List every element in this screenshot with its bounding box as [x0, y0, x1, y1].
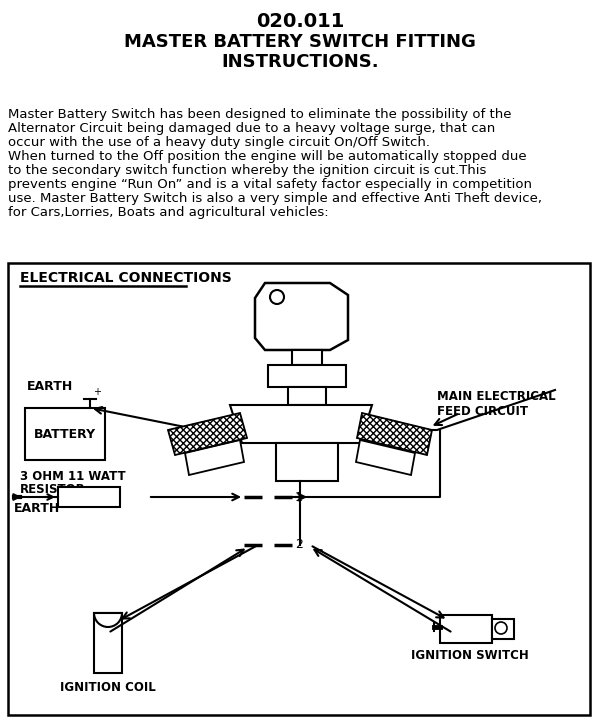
Text: When turned to the Off position the engine will be automatically stopped due: When turned to the Off position the engi…	[8, 150, 527, 163]
Text: +: +	[93, 387, 101, 397]
FancyBboxPatch shape	[58, 487, 120, 507]
FancyBboxPatch shape	[268, 365, 346, 387]
Text: 020.011: 020.011	[256, 12, 344, 31]
Text: occur with the use of a heavy duty single circuit On/Off Switch.: occur with the use of a heavy duty singl…	[8, 136, 430, 149]
Text: prevents engine “Run On” and is a vital safety factor especially in competition: prevents engine “Run On” and is a vital …	[8, 178, 532, 191]
Text: EARTH: EARTH	[14, 502, 60, 515]
Text: 2: 2	[295, 539, 303, 552]
Text: IGNITION COIL: IGNITION COIL	[60, 681, 156, 694]
Text: MAIN ELECTRICAL
FEED CIRCUIT: MAIN ELECTRICAL FEED CIRCUIT	[437, 390, 556, 418]
Text: MASTER BATTERY SWITCH FITTING: MASTER BATTERY SWITCH FITTING	[124, 33, 476, 51]
FancyBboxPatch shape	[492, 619, 514, 639]
Text: to the secondary switch function whereby the ignition circuit is cut.This: to the secondary switch function whereby…	[8, 164, 487, 177]
Circle shape	[270, 290, 284, 304]
Text: Master Battery Switch has been designed to eliminate the possibility of the: Master Battery Switch has been designed …	[8, 108, 511, 121]
Polygon shape	[230, 405, 372, 443]
Text: Alternator Circuit being damaged due to a heavy voltage surge, that can: Alternator Circuit being damaged due to …	[8, 122, 495, 135]
FancyBboxPatch shape	[288, 387, 326, 405]
Text: 1: 1	[295, 491, 303, 503]
Text: 3 OHM 11 WATT: 3 OHM 11 WATT	[20, 470, 125, 483]
Text: RESISTOR: RESISTOR	[20, 483, 86, 496]
Text: use. Master Battery Switch is also a very simple and effective Anti Theft device: use. Master Battery Switch is also a ver…	[8, 192, 542, 205]
Text: for Cars,Lorries, Boats and agricultural vehicles:: for Cars,Lorries, Boats and agricultural…	[8, 206, 329, 219]
Text: EARTH: EARTH	[27, 380, 73, 393]
Text: BATTERY: BATTERY	[34, 428, 96, 441]
FancyBboxPatch shape	[440, 615, 492, 643]
Polygon shape	[185, 440, 244, 475]
Text: ELECTRICAL CONNECTIONS: ELECTRICAL CONNECTIONS	[20, 271, 232, 285]
Polygon shape	[168, 413, 247, 455]
FancyBboxPatch shape	[8, 263, 590, 715]
Wedge shape	[94, 613, 122, 627]
FancyBboxPatch shape	[94, 613, 122, 673]
Text: INSTRUCTIONS.: INSTRUCTIONS.	[221, 53, 379, 71]
FancyBboxPatch shape	[276, 443, 338, 481]
Text: IGNITION SWITCH: IGNITION SWITCH	[411, 649, 529, 662]
FancyBboxPatch shape	[292, 350, 322, 365]
Polygon shape	[255, 283, 348, 350]
Polygon shape	[357, 413, 432, 455]
FancyBboxPatch shape	[25, 408, 105, 460]
Circle shape	[495, 622, 507, 634]
Polygon shape	[356, 440, 415, 475]
